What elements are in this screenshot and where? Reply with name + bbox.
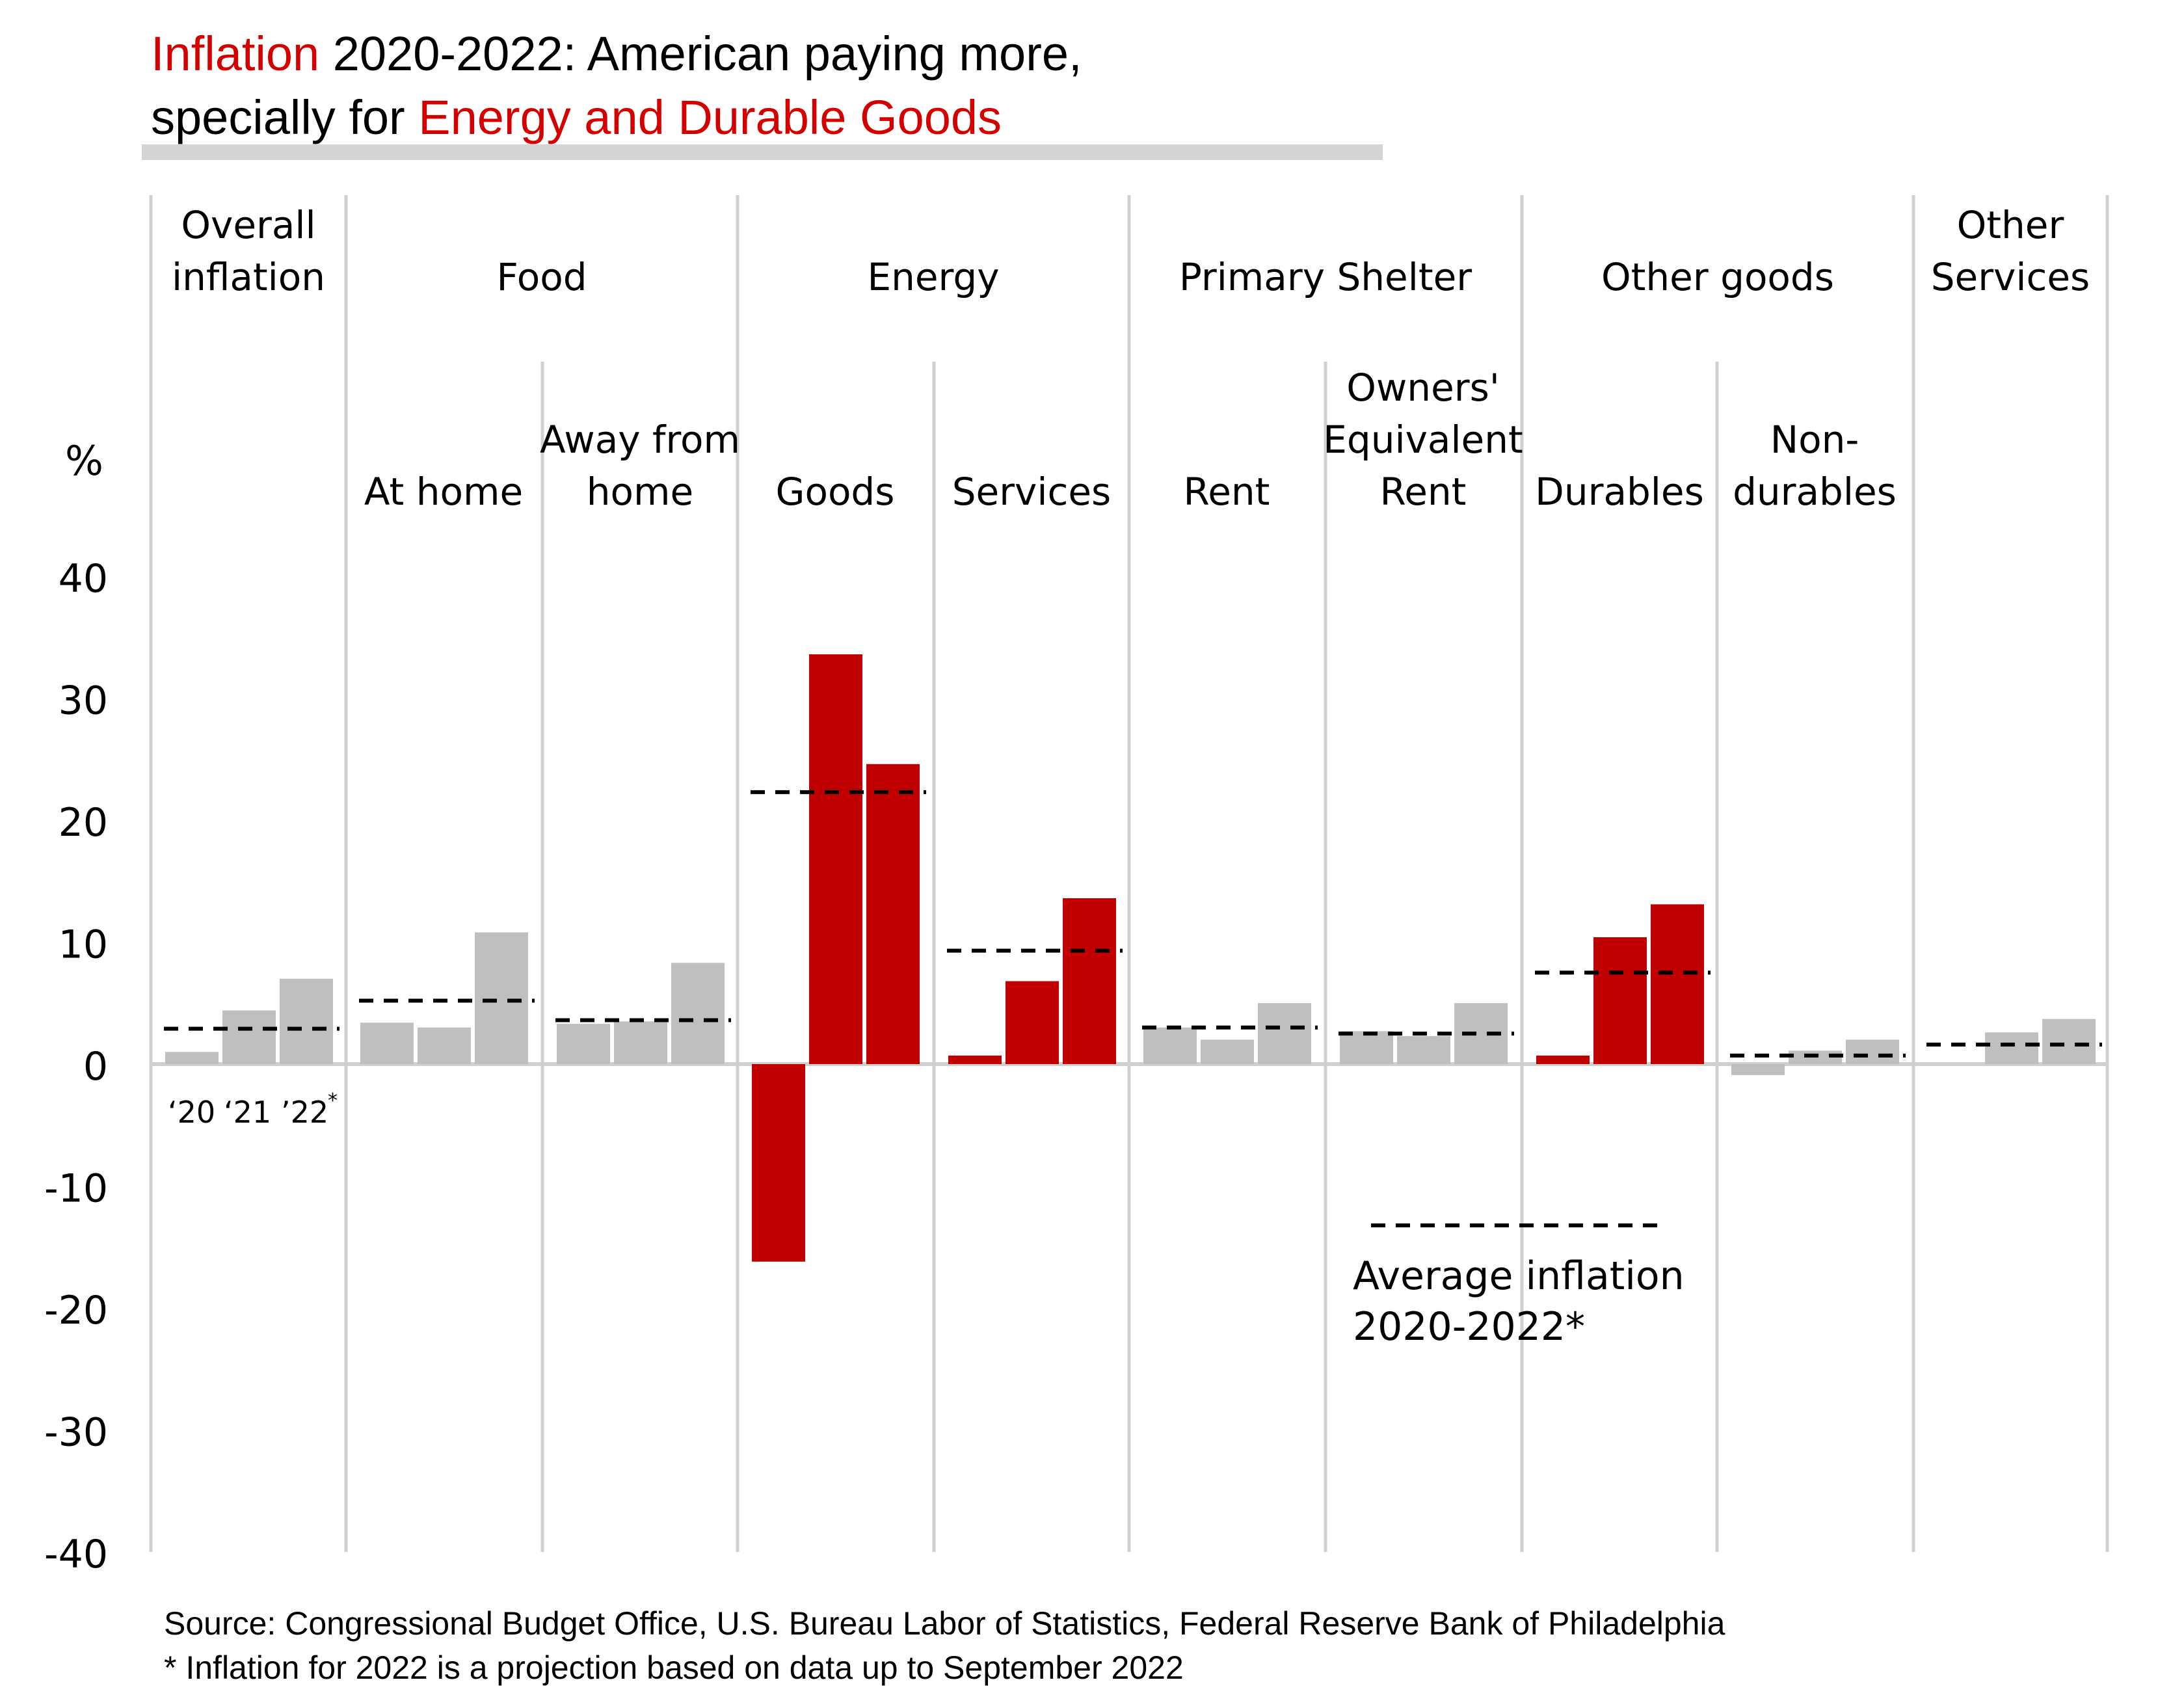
category-label: At home bbox=[364, 470, 523, 514]
y-tick-label: -10 bbox=[44, 1166, 108, 1212]
bar-2021 bbox=[614, 1021, 667, 1064]
year-label-footnote-mark: * bbox=[328, 1089, 338, 1112]
bar-2022 bbox=[1063, 898, 1116, 1064]
y-tick-label: 0 bbox=[83, 1044, 108, 1089]
bar-2022 bbox=[1258, 1003, 1311, 1064]
group-header-5: Services bbox=[1931, 255, 2090, 299]
y-tick-label: -20 bbox=[44, 1288, 108, 1333]
group-header-4: Other goods bbox=[1601, 255, 1834, 299]
bar-2020 bbox=[1143, 1027, 1197, 1064]
bar-2022 bbox=[1651, 904, 1704, 1064]
category-label: Non- bbox=[1770, 418, 1859, 462]
bar-2020 bbox=[948, 1055, 1002, 1064]
bar-2022 bbox=[475, 932, 528, 1064]
bar-2022 bbox=[2042, 1019, 2096, 1064]
title-line-1: Inflation 2020-2022: American paying mor… bbox=[151, 22, 1082, 86]
category-label: Equivalent bbox=[1323, 418, 1523, 462]
chart-title: Inflation 2020-2022: American paying mor… bbox=[151, 22, 1082, 150]
y-tick-label: -40 bbox=[44, 1532, 108, 1577]
group-header-5: Other bbox=[1957, 203, 2064, 247]
source-note: Source: Congressional Budget Office, U.S… bbox=[164, 1605, 1725, 1642]
bar-2021 bbox=[1201, 1039, 1254, 1064]
bar-2021 bbox=[1006, 981, 1059, 1064]
category-label: Goods bbox=[776, 470, 895, 514]
bar-2021 bbox=[222, 1010, 276, 1064]
category-label: durables bbox=[1733, 470, 1897, 514]
bar-2020 bbox=[1731, 1064, 1785, 1075]
bar-2022 bbox=[280, 978, 333, 1064]
bar-2021 bbox=[809, 654, 862, 1064]
bar-2020 bbox=[752, 1064, 805, 1262]
category-label: Services bbox=[952, 470, 1112, 514]
bar-2020 bbox=[165, 1052, 219, 1064]
legend-label: Average inflation bbox=[1353, 1253, 1685, 1299]
category-label: Durables bbox=[1535, 470, 1704, 514]
year-label: ’22 bbox=[281, 1095, 328, 1130]
year-label: ‘21 bbox=[224, 1095, 271, 1130]
category-label: Away from bbox=[540, 418, 740, 462]
title-text-2: specially for bbox=[151, 90, 419, 144]
group-header-0: inflation bbox=[172, 255, 325, 299]
group-header-1: Food bbox=[496, 255, 587, 299]
category-label: Owners' bbox=[1346, 366, 1500, 410]
bar-2020 bbox=[1340, 1031, 1393, 1064]
year-label: ‘20 bbox=[168, 1095, 215, 1130]
title-line-2: specially for Energy and Durable Goods bbox=[151, 86, 1082, 150]
title-text-1: 2020-2022: American paying more, bbox=[319, 27, 1082, 81]
footnotes: Source: Congressional Budget Office, U.S… bbox=[164, 1601, 1725, 1690]
bar-2021 bbox=[1985, 1032, 2038, 1064]
group-header-0: Overall bbox=[181, 203, 315, 247]
y-tick-label: 30 bbox=[59, 678, 108, 724]
y-tick-label: -30 bbox=[44, 1410, 108, 1456]
bar-2022 bbox=[1846, 1039, 1899, 1064]
group-header-2: Energy bbox=[867, 255, 999, 299]
y-tick-label: 20 bbox=[59, 800, 108, 846]
title-highlight-energy-durables: Energy and Durable Goods bbox=[418, 90, 1002, 144]
bar-2021 bbox=[1593, 937, 1647, 1064]
bar-2021 bbox=[1397, 1035, 1450, 1064]
group-header-3: Primary Shelter bbox=[1179, 255, 1472, 299]
y-tick-label: 40 bbox=[59, 556, 108, 602]
bar-2020 bbox=[1536, 1055, 1590, 1064]
y-tick-label: 10 bbox=[59, 922, 108, 968]
legend-label-years: 2020-2022* bbox=[1353, 1304, 1585, 1350]
title-highlight-inflation: Inflation bbox=[151, 27, 320, 81]
category-label: home bbox=[587, 470, 693, 514]
y-axis-unit-label: % bbox=[65, 437, 103, 485]
bar-2020 bbox=[360, 1022, 414, 1064]
bar-2021 bbox=[418, 1027, 471, 1064]
category-label: Rent bbox=[1184, 470, 1270, 514]
category-label: Rent bbox=[1380, 470, 1467, 514]
bar-2020 bbox=[557, 1024, 610, 1064]
bar-2022 bbox=[866, 764, 920, 1064]
title-underline-bar bbox=[142, 144, 1383, 160]
bar-2022 bbox=[671, 963, 725, 1064]
projection-note: * Inflation for 2022 is a projection bas… bbox=[164, 1649, 1184, 1686]
